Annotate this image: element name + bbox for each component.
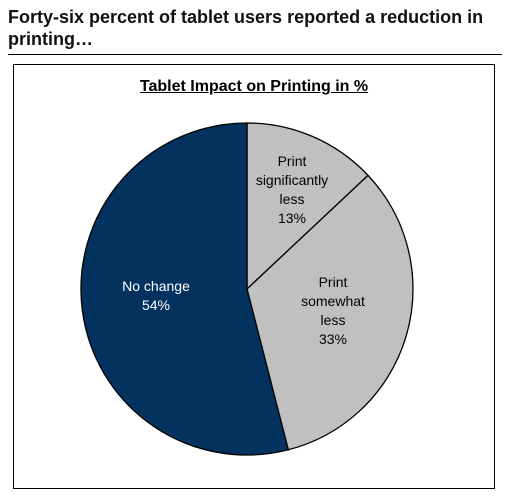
- page-headline: Forty-six percent of tablet users report…: [8, 7, 484, 49]
- pie-slice: [80, 122, 290, 456]
- pie-slice: [246, 174, 414, 451]
- slice-name-line: Print: [319, 274, 348, 290]
- slice-name-line: No change: [122, 278, 190, 294]
- pie-slice: [246, 122, 369, 291]
- slice-name-line: less: [280, 191, 305, 207]
- slice-value-label: 13%: [278, 210, 306, 226]
- slice-name-line: less: [321, 312, 346, 328]
- pie-chart: Print significantly less 13% Print somewhat le…: [80, 122, 414, 456]
- slice-name-line: significantly: [256, 172, 328, 188]
- slice-value-label: 54%: [142, 297, 170, 313]
- slice-label: No change 54%: [122, 278, 190, 313]
- chart-title: Tablet Impact on Printing in %: [139, 78, 369, 95]
- chart-frame: Tablet Impact on Printing in % Print sign…: [13, 64, 495, 489]
- slice-name-line: Print: [278, 153, 307, 169]
- slice-label: Print significantly less 13%: [256, 153, 328, 226]
- headline-divider: [8, 54, 502, 55]
- slice-label: Print somewhat less 33%: [301, 274, 365, 347]
- slice-value-label: 33%: [319, 331, 347, 347]
- slice-name-line: somewhat: [301, 293, 365, 309]
